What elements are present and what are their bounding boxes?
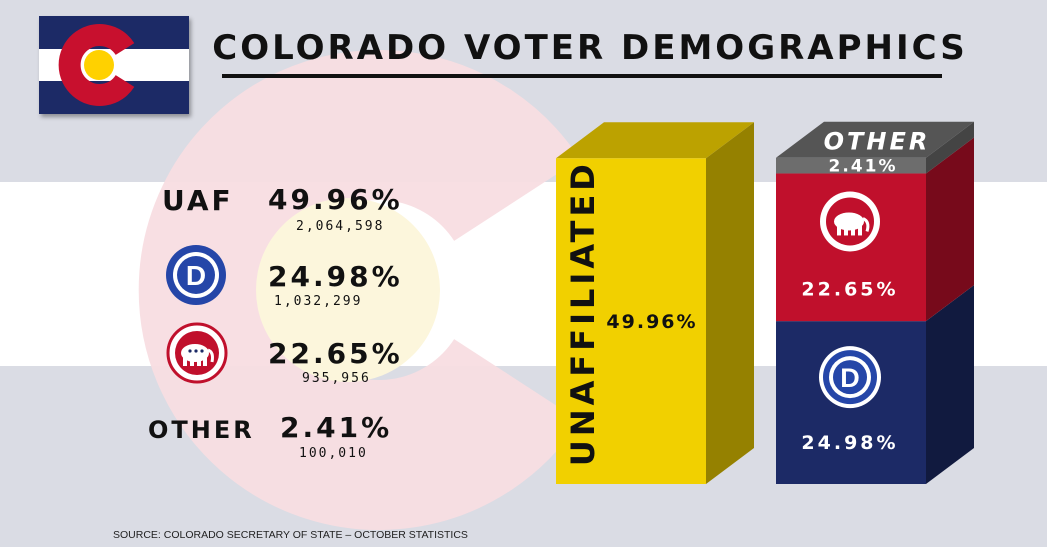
legend-label-other: OTHER (148, 416, 255, 444)
legend-pct-other: 2.41% (280, 411, 393, 444)
bar-unaffiliated-front (556, 158, 706, 484)
legend-count-other: 100,010 (299, 446, 368, 461)
legend-count-democrat: 1,032,299 (274, 294, 363, 309)
page-title: COLORADO VOTER DEMOGRAPHICS (212, 28, 968, 68)
republican-elephant-icon-body (834, 212, 864, 231)
data-label-other: 2.41% (829, 156, 898, 176)
republican-elephant-icon-leg (858, 225, 862, 236)
legend-pct-republican: 22.65% (268, 337, 403, 370)
category-label-unaffiliated: UNAFFILIATED (564, 160, 602, 466)
republican-elephant-icon-trunk (862, 217, 870, 232)
bar-other-side (926, 121, 974, 174)
republican-elephant-icon (166, 322, 228, 384)
bar-unaffiliated-side (706, 122, 754, 484)
republican-elephant-icon-leg (837, 225, 841, 236)
legend-pct-democrat: 24.98% (268, 260, 403, 293)
data-label-republican: 22.65% (801, 278, 898, 300)
republican-elephant-icon-leg (844, 225, 848, 236)
legend-count-uaf: 2,064,598 (296, 219, 385, 234)
data-label-unaffiliated: 49.96% (606, 311, 697, 333)
republican-elephant-icon-leg (851, 225, 855, 236)
series-label-other: OTHER (824, 128, 931, 156)
legend-count-republican: 935,956 (302, 371, 371, 386)
title-underline (222, 74, 942, 78)
source-note: SOURCE: COLORADO SECRETARY OF STATE – OC… (113, 529, 468, 541)
bar-other-top (776, 121, 974, 158)
colorado-flag-icon (39, 16, 189, 114)
bar-unaffiliated-top (556, 122, 754, 159)
democratic-party-d-icon-core (833, 360, 867, 395)
bar-other-front (776, 157, 926, 174)
bar-republican-side (926, 137, 974, 322)
data-label-democrat: 24.98% (801, 432, 898, 454)
svg-text:D: D (186, 260, 206, 291)
democratic-party-d-icon: D (166, 245, 226, 305)
democratic-party-d-icon-letter: D (840, 363, 860, 393)
bar-democrat-side (926, 285, 974, 484)
legend-label-uaf: UAF (162, 184, 234, 217)
legend-pct-uaf: 49.96% (268, 183, 403, 216)
